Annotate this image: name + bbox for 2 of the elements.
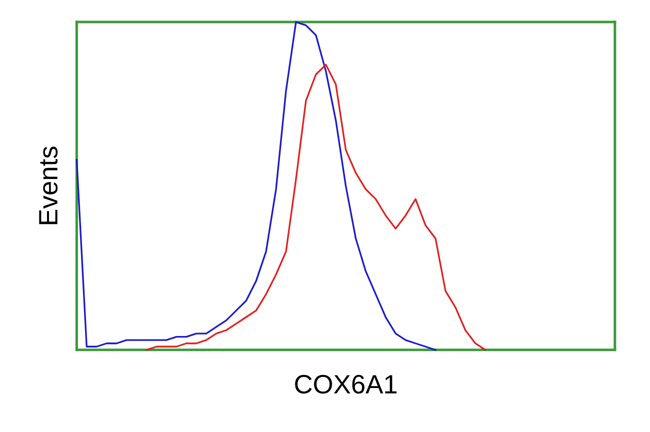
y-axis-title: Events (39, 146, 58, 224)
x-axis-title: COX6A1 (295, 374, 397, 394)
